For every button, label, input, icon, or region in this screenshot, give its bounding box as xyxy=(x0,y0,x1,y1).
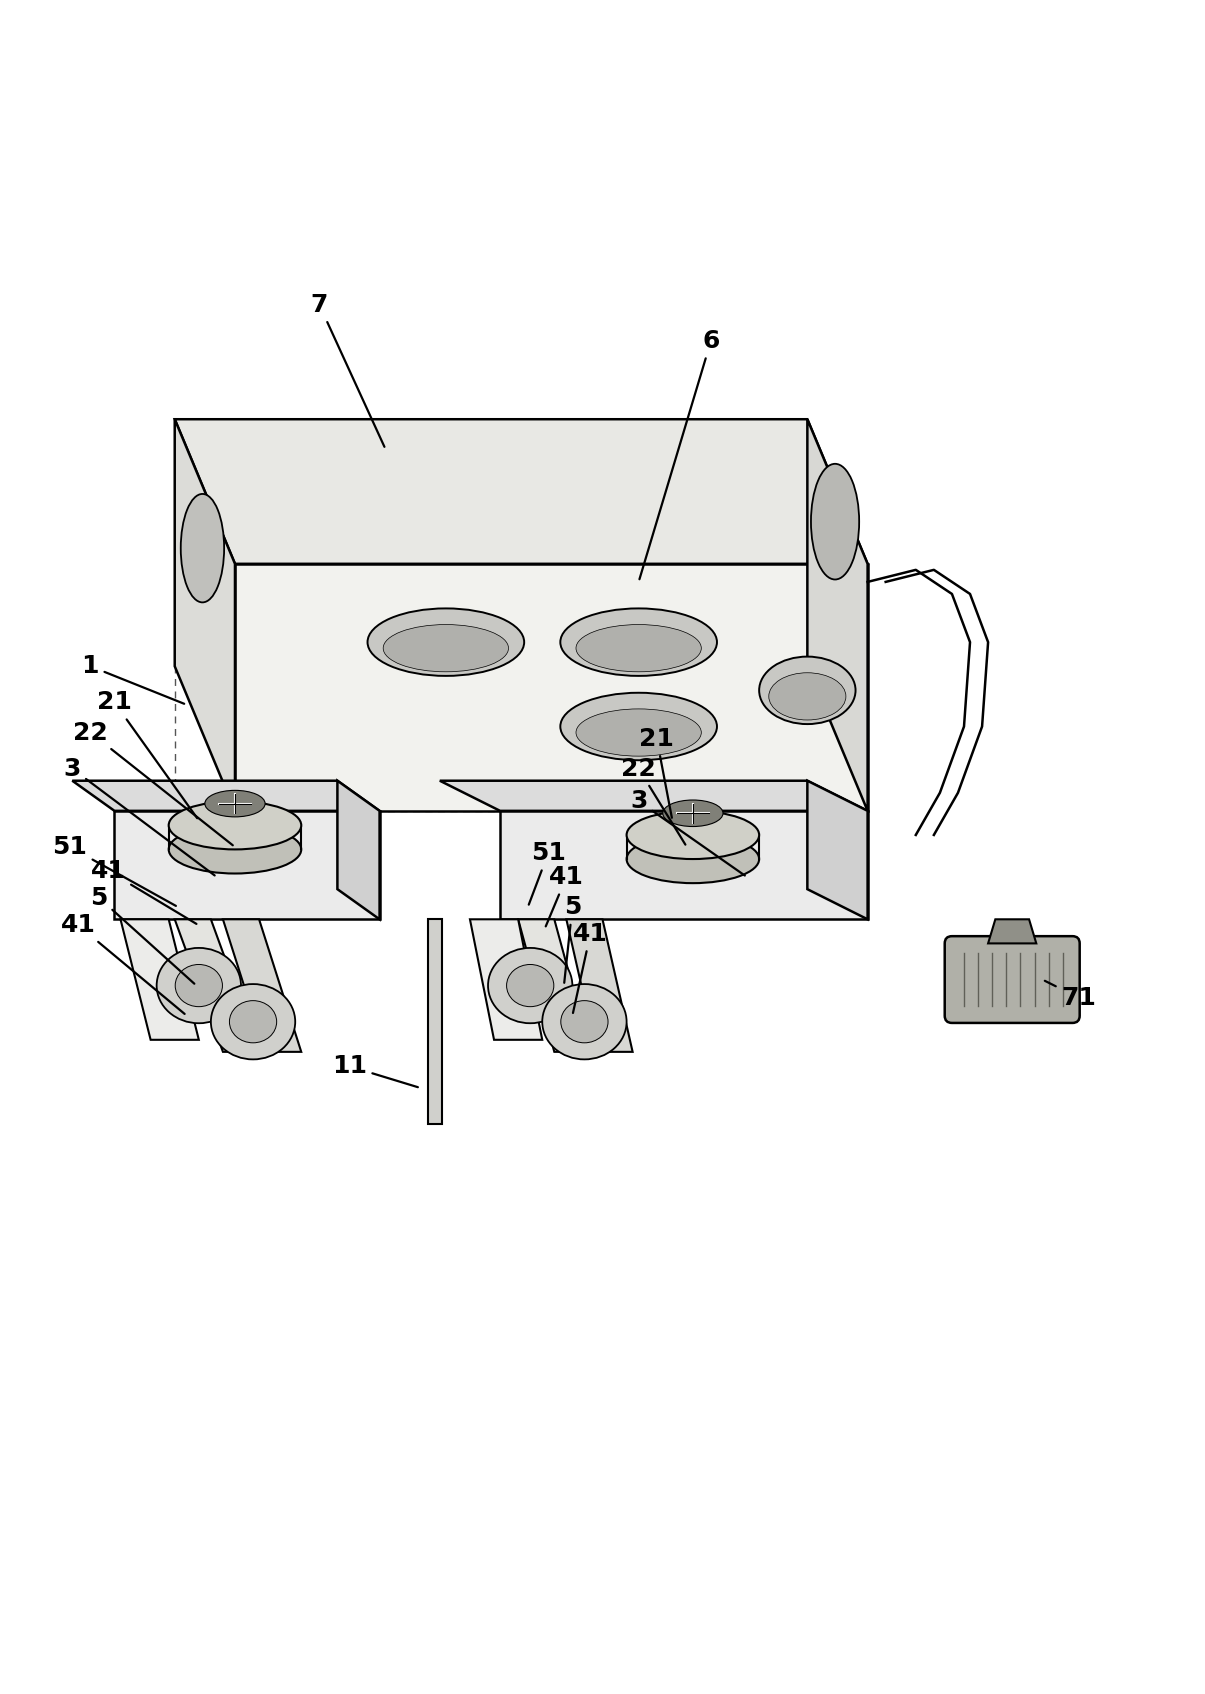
Polygon shape xyxy=(223,920,301,1052)
Polygon shape xyxy=(807,781,868,920)
Ellipse shape xyxy=(576,625,701,673)
Text: 5: 5 xyxy=(90,886,194,984)
Ellipse shape xyxy=(181,495,224,603)
Ellipse shape xyxy=(169,825,301,874)
Text: 71: 71 xyxy=(1045,981,1095,1010)
Polygon shape xyxy=(518,920,590,1052)
Polygon shape xyxy=(470,920,542,1040)
Text: 22: 22 xyxy=(622,757,686,845)
Ellipse shape xyxy=(769,673,846,720)
Text: 1: 1 xyxy=(82,654,184,703)
Text: 7: 7 xyxy=(311,293,384,447)
Polygon shape xyxy=(566,920,633,1052)
Ellipse shape xyxy=(663,800,723,827)
Text: 22: 22 xyxy=(74,720,233,845)
Ellipse shape xyxy=(169,801,301,849)
Ellipse shape xyxy=(560,608,717,676)
Text: 5: 5 xyxy=(564,894,581,983)
Ellipse shape xyxy=(383,625,509,673)
Ellipse shape xyxy=(229,1001,277,1044)
Text: 3: 3 xyxy=(64,757,214,876)
Polygon shape xyxy=(120,920,199,1040)
Text: 51: 51 xyxy=(53,835,176,906)
Ellipse shape xyxy=(506,964,554,1006)
Ellipse shape xyxy=(157,949,241,1023)
Ellipse shape xyxy=(576,708,701,756)
Ellipse shape xyxy=(542,984,627,1059)
Text: 51: 51 xyxy=(529,840,565,905)
Polygon shape xyxy=(807,418,868,811)
Ellipse shape xyxy=(759,657,856,723)
Polygon shape xyxy=(337,781,380,920)
Text: 21: 21 xyxy=(98,691,198,818)
Text: 41: 41 xyxy=(572,922,607,1013)
Ellipse shape xyxy=(205,791,265,817)
Text: 41: 41 xyxy=(92,859,196,923)
Polygon shape xyxy=(440,781,868,811)
Ellipse shape xyxy=(627,811,759,859)
Text: 21: 21 xyxy=(640,727,674,818)
Ellipse shape xyxy=(560,693,717,761)
FancyBboxPatch shape xyxy=(945,937,1080,1023)
Ellipse shape xyxy=(488,949,572,1023)
Polygon shape xyxy=(114,811,380,920)
Text: 41: 41 xyxy=(61,913,184,1015)
Ellipse shape xyxy=(175,964,223,1006)
Polygon shape xyxy=(235,564,868,811)
Polygon shape xyxy=(175,418,868,564)
Ellipse shape xyxy=(560,1001,609,1044)
Ellipse shape xyxy=(811,464,859,579)
Ellipse shape xyxy=(627,835,759,883)
Polygon shape xyxy=(988,920,1036,944)
Polygon shape xyxy=(72,781,380,811)
Polygon shape xyxy=(500,811,868,920)
Polygon shape xyxy=(175,920,259,1052)
Ellipse shape xyxy=(368,608,524,676)
Ellipse shape xyxy=(211,984,295,1059)
Text: 6: 6 xyxy=(640,329,719,579)
Text: 41: 41 xyxy=(546,866,583,927)
Polygon shape xyxy=(175,418,235,811)
Polygon shape xyxy=(428,920,442,1125)
Text: 11: 11 xyxy=(331,1054,418,1088)
Text: 3: 3 xyxy=(630,789,745,876)
